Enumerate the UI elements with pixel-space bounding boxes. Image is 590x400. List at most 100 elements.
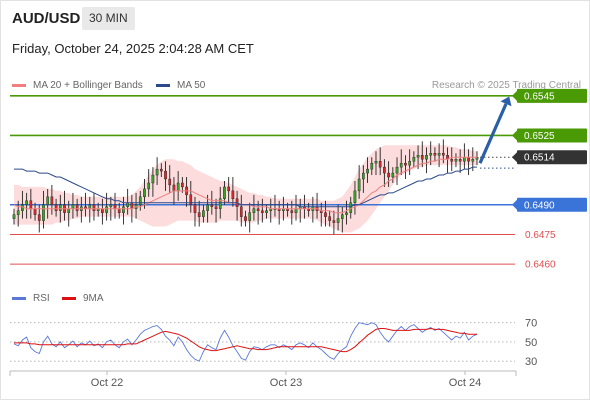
candle-body	[328, 216, 332, 221]
candle-body	[25, 200, 28, 205]
candle-body	[408, 160, 412, 166]
candle-body	[206, 204, 209, 211]
candle-body	[159, 168, 163, 172]
projection-arrow-head	[500, 96, 512, 107]
candle	[399, 149, 403, 176]
candle-body	[58, 204, 62, 211]
legend-rsi-ma9: 9MA	[62, 293, 104, 304]
level-tag-arrow-0.6490	[512, 199, 517, 210]
candle-body	[227, 186, 231, 192]
candle	[437, 143, 441, 168]
bollinger-band	[14, 145, 477, 233]
candle-body	[37, 214, 41, 221]
candle-body	[155, 168, 159, 176]
candle-body	[399, 162, 403, 168]
candle	[357, 165, 361, 199]
legend-rsi: RSI	[12, 293, 50, 304]
level-tag-0.6545	[517, 88, 587, 103]
candle	[328, 210, 332, 227]
rsi-tick-30: 30	[525, 356, 537, 368]
candle	[374, 151, 378, 176]
legend-ma20-swatch	[12, 84, 26, 87]
candle-body	[425, 155, 428, 160]
candle-body	[21, 204, 24, 211]
x-tick-label: Oct 24	[449, 377, 481, 389]
legend-ma20-bollinger: MA 20 + Bollinger Bands	[12, 80, 143, 91]
candle	[37, 204, 41, 233]
candle-body	[181, 182, 184, 188]
legend-rsi-ma9-label: 9MA	[83, 293, 104, 304]
candle	[345, 200, 348, 225]
level-label-0.6475: 0.6475	[525, 230, 556, 241]
legend-ma20-label: MA 20 + Bollinger Bands	[33, 80, 143, 91]
candle-body	[458, 159, 462, 162]
candle-body	[88, 204, 92, 209]
candle-body	[67, 208, 71, 213]
legend-ma50: MA 50	[156, 80, 205, 91]
candle-body	[252, 208, 256, 213]
level-label-0.6545: 0.6545	[524, 91, 555, 102]
candle	[46, 188, 50, 219]
candle-body	[294, 208, 298, 213]
candle-body	[248, 212, 252, 221]
legend-ma50-label: MA 50	[177, 80, 206, 91]
candle-body	[383, 166, 386, 174]
timeframe-button[interactable]: 30 MIN	[82, 7, 135, 30]
candle-body	[290, 210, 294, 213]
candle-body	[336, 218, 340, 223]
candle-body	[353, 190, 357, 203]
candle-body	[345, 212, 348, 215]
rsi-line	[13, 322, 478, 362]
candle	[189, 180, 193, 213]
candle-body	[404, 162, 407, 166]
candle-body	[412, 157, 416, 162]
candle-body	[50, 196, 54, 205]
candle-body	[147, 182, 151, 190]
candle-body	[433, 153, 437, 156]
candle	[340, 206, 344, 233]
candle-body	[437, 153, 441, 156]
candle	[42, 190, 45, 229]
candle	[332, 210, 336, 235]
candle	[378, 147, 382, 176]
candle	[159, 163, 163, 178]
legend-rsi-ma9-swatch	[62, 297, 76, 300]
candle	[12, 208, 16, 225]
candle-body	[332, 220, 336, 223]
candle	[370, 157, 374, 176]
candle-body	[29, 200, 33, 209]
candle-body	[362, 172, 365, 180]
candle	[383, 159, 386, 187]
candle	[454, 153, 458, 168]
candle	[404, 155, 407, 180]
legend-ma50-swatch	[156, 84, 170, 87]
candle	[16, 200, 20, 227]
candle-body	[122, 206, 125, 213]
candle-body	[370, 162, 374, 170]
rsi-tick-50: 50	[525, 337, 537, 349]
candle-body	[260, 210, 264, 213]
candle-body	[223, 186, 226, 200]
candle	[168, 165, 172, 193]
ma50-line	[14, 166, 477, 208]
level-tag-0.6514	[517, 150, 587, 165]
candle-body	[92, 204, 96, 211]
level-label-0.6525: 0.6525	[524, 131, 555, 142]
candle	[391, 167, 395, 183]
candle-body	[441, 153, 445, 156]
candle-body	[256, 208, 260, 211]
candle	[458, 149, 462, 174]
candle	[143, 179, 146, 209]
candle-body	[105, 206, 108, 213]
level-tag-0.6490	[517, 197, 587, 212]
candle-body	[126, 202, 129, 207]
candle-body	[340, 214, 344, 219]
candle-body	[416, 155, 420, 158]
candle	[450, 147, 454, 172]
level-label-0.6514: 0.6514	[524, 153, 555, 164]
candle	[227, 177, 231, 203]
candle-body	[349, 202, 353, 213]
candle	[202, 204, 205, 223]
candle-body	[454, 159, 458, 162]
